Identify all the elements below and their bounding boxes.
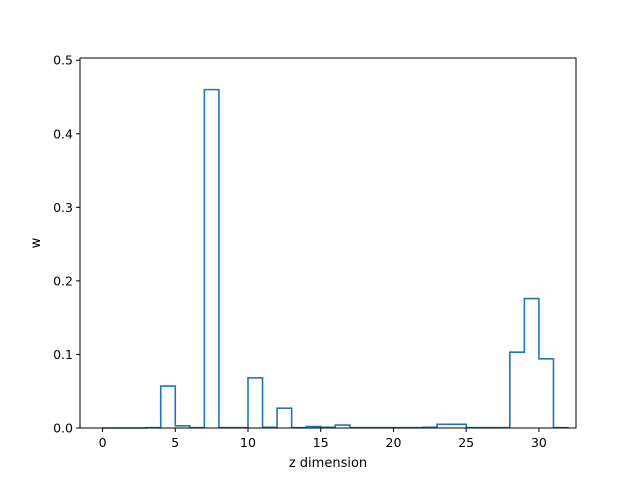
y-tick-label: 0.2 [53, 273, 73, 288]
y-tick-label: 0.1 [53, 347, 73, 362]
x-tick-label: 15 [313, 435, 329, 450]
y-tick-label: 0.4 [53, 126, 73, 141]
x-axis: 0 5 10 15 20 25 30 [99, 428, 547, 450]
x-tick-label: 10 [240, 435, 256, 450]
series-line [102, 88, 569, 429]
y-axis: 0.0 0.1 0.2 0.3 0.4 0.5 [53, 53, 80, 436]
x-tick-label: 25 [458, 435, 474, 450]
y-axis-label: w [29, 237, 44, 248]
y-tick-label: 0.0 [53, 421, 73, 436]
y-tick-label: 0.3 [53, 200, 73, 215]
x-axis-label: z dimension [289, 456, 367, 471]
x-tick-label: 30 [531, 435, 547, 450]
x-tick-label: 20 [386, 435, 402, 450]
x-tick-label: 5 [171, 435, 179, 450]
plot-area [102, 88, 569, 429]
y-tick-label: 0.5 [53, 53, 73, 68]
plot-frame [79, 57, 577, 429]
x-tick-label: 0 [99, 435, 107, 450]
